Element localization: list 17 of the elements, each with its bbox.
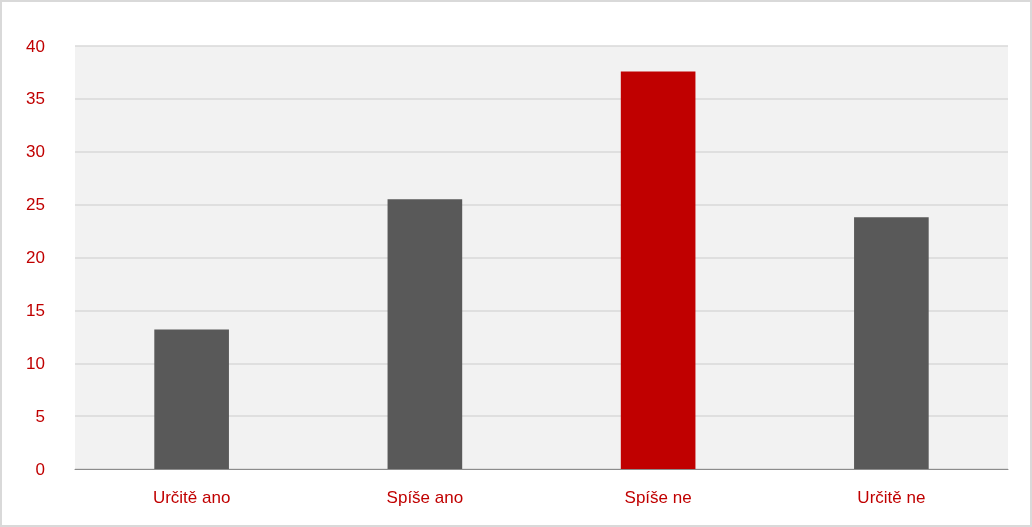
y-tick-label: 20 xyxy=(26,248,45,267)
y-tick-label: 10 xyxy=(26,353,45,373)
bar xyxy=(854,217,929,469)
bar xyxy=(620,71,696,469)
y-tick-label: 25 xyxy=(26,195,45,215)
y-tick-label: 40 xyxy=(26,36,45,56)
x-tick-label: Určitě ne xyxy=(857,488,926,507)
y-tick-label: 35 xyxy=(26,89,45,109)
x-tick-label: Spíše ano xyxy=(386,488,464,507)
x-tick-label: Spíše ne xyxy=(624,488,692,507)
y-tick-label: 5 xyxy=(35,406,45,426)
x-tick-label: Určitě ano xyxy=(152,488,231,507)
bar xyxy=(387,199,463,469)
y-tick-label: 0 xyxy=(35,459,45,479)
y-tick-label: 15 xyxy=(26,300,45,320)
y-tick-label: 30 xyxy=(26,142,45,162)
bar xyxy=(154,329,229,469)
